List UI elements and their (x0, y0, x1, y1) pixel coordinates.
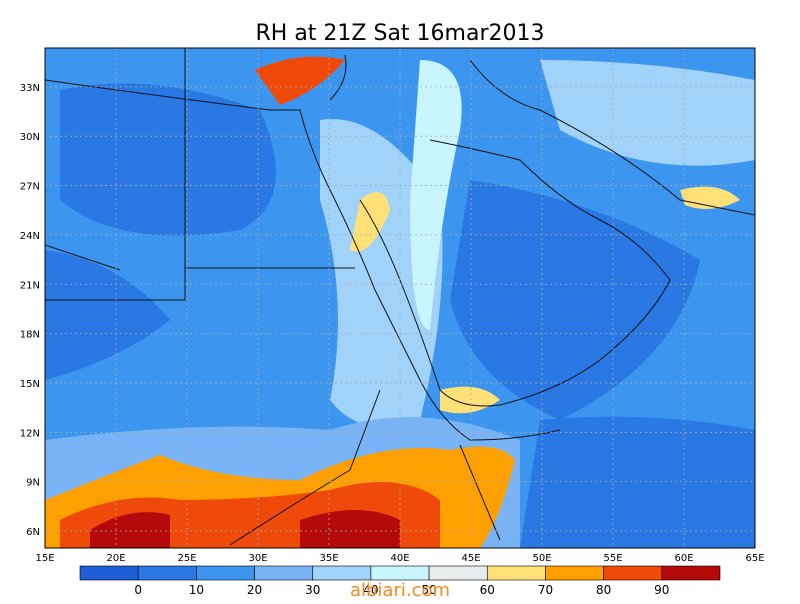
lon-label: 25E (177, 553, 196, 564)
lat-label: 9N (26, 478, 40, 489)
colorbar-label: 60 (480, 583, 495, 597)
region (440, 386, 500, 414)
lon-label: 60E (674, 553, 693, 564)
lon-label: 50E (532, 553, 551, 564)
lon-label: 55E (603, 553, 622, 564)
lat-label: 30N (20, 132, 40, 143)
colorbar-label: 80 (596, 583, 611, 597)
lat-label: 27N (20, 182, 40, 193)
region (255, 56, 345, 105)
lon-label: 30E (248, 553, 267, 564)
lat-label: 33N (20, 83, 40, 94)
region (450, 180, 700, 420)
region (350, 192, 390, 252)
lat-label: 24N (20, 231, 40, 242)
region (60, 83, 276, 236)
colorbar-segment (196, 565, 255, 581)
lon-label: 20E (106, 553, 125, 564)
colorbar-label: 30 (305, 583, 320, 597)
colorbar-segment (312, 565, 372, 581)
lon-label: 65E (745, 553, 764, 564)
colorbar-segment (661, 565, 721, 581)
colorbar-label: 20 (247, 583, 262, 597)
lat-label: 21N (20, 280, 40, 291)
colorbar-segment (137, 565, 197, 581)
lon-label: 35E (319, 553, 338, 564)
lat-label: 12N (20, 428, 40, 439)
field (45, 48, 755, 548)
colorbar-label: 90 (654, 583, 669, 597)
colorbar-segment (486, 565, 546, 581)
lat-label: 15N (20, 379, 40, 390)
region (45, 250, 170, 380)
map-frame (44, 47, 756, 549)
watermark: albiari.com (350, 580, 450, 600)
lon-label: 40E (390, 553, 409, 564)
colorbar-segment (603, 565, 663, 581)
region (520, 416, 755, 548)
lon-label: 45E (461, 553, 480, 564)
lon-label: 15E (35, 553, 54, 564)
colorbar-segment (79, 565, 139, 581)
colorbar-segment (545, 565, 604, 581)
title: RH at 21Z Sat 16mar2013 (256, 21, 545, 46)
colorbar-segment (370, 565, 430, 581)
coastline (45, 48, 755, 546)
colorbar-label: 10 (189, 583, 204, 597)
colorbar-label: 40 (363, 583, 378, 597)
colorbar-label: 70 (538, 583, 553, 597)
region (90, 510, 400, 548)
colorbar-segment (254, 565, 314, 581)
colorbar-segment (428, 565, 488, 581)
lat-label: 18N (20, 330, 40, 341)
gridlines (45, 48, 755, 548)
colorbar-label: 50 (421, 583, 436, 597)
colorbar-label: 0 (134, 583, 142, 597)
lat-label: 6N (26, 527, 40, 538)
region (410, 60, 462, 330)
